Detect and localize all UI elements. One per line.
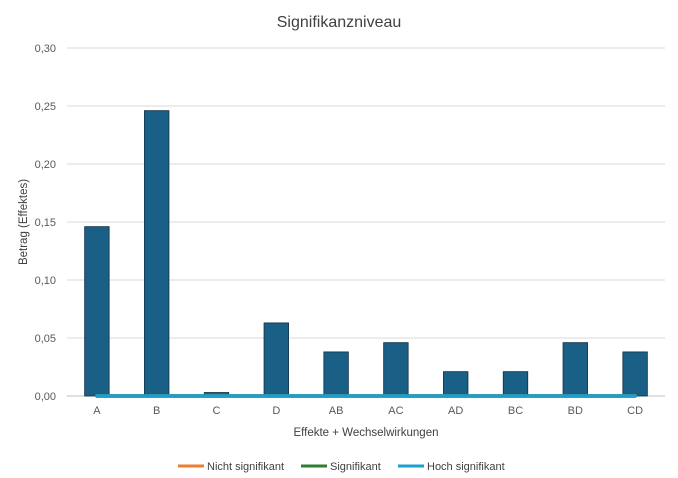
- bar-bd: [562, 342, 588, 397]
- y-tick-label: 0,05: [35, 333, 56, 345]
- y-tick-label: 0,20: [35, 159, 56, 171]
- y-axis-ticks: 0,00 0,05 0,10 0,15 0,20 0,25 0,30: [35, 43, 56, 403]
- bars: [84, 110, 648, 397]
- bar-cd: [622, 351, 648, 397]
- x-axis-ticks: A B C D AB AC AD BC BD CD: [93, 405, 643, 417]
- x-tick-label: AB: [329, 405, 344, 417]
- bar-bc: [502, 371, 529, 397]
- y-tick-label: 0,30: [35, 43, 56, 55]
- x-axis-label: Effekte + Wechselwirkungen: [293, 427, 438, 439]
- x-tick-label: CD: [627, 405, 643, 417]
- y-tick-label: 0,10: [35, 275, 56, 287]
- bar-ab: [323, 351, 349, 397]
- x-tick-label: D: [272, 405, 280, 417]
- y-axis-label: Betrag (Effektes): [18, 179, 30, 265]
- legend: Nicht signifikant Signifikant Hoch signifi…: [178, 461, 505, 473]
- bar-ac: [383, 342, 409, 397]
- chart-title: Signifikanzniveau: [277, 14, 402, 31]
- x-tick-label: BD: [568, 405, 583, 417]
- x-tick-label: C: [213, 405, 221, 417]
- y-tick-label: 0,25: [35, 101, 56, 113]
- legend-label: Nicht signifikant: [207, 461, 284, 473]
- legend-label: Hoch signifikant: [427, 461, 505, 473]
- y-tick-label: 0,00: [35, 391, 56, 403]
- bar-b: [144, 110, 170, 397]
- legend-label: Signifikant: [330, 461, 381, 473]
- y-tick-label: 0,15: [35, 217, 56, 229]
- x-tick-label: AD: [448, 405, 463, 417]
- x-tick-label: BC: [508, 405, 523, 417]
- bar-a: [84, 226, 110, 397]
- x-tick-label: B: [153, 405, 160, 417]
- x-tick-label: A: [93, 405, 101, 417]
- bar-ad: [443, 371, 469, 397]
- x-tick-label: AC: [388, 405, 403, 417]
- bar-d: [263, 322, 289, 397]
